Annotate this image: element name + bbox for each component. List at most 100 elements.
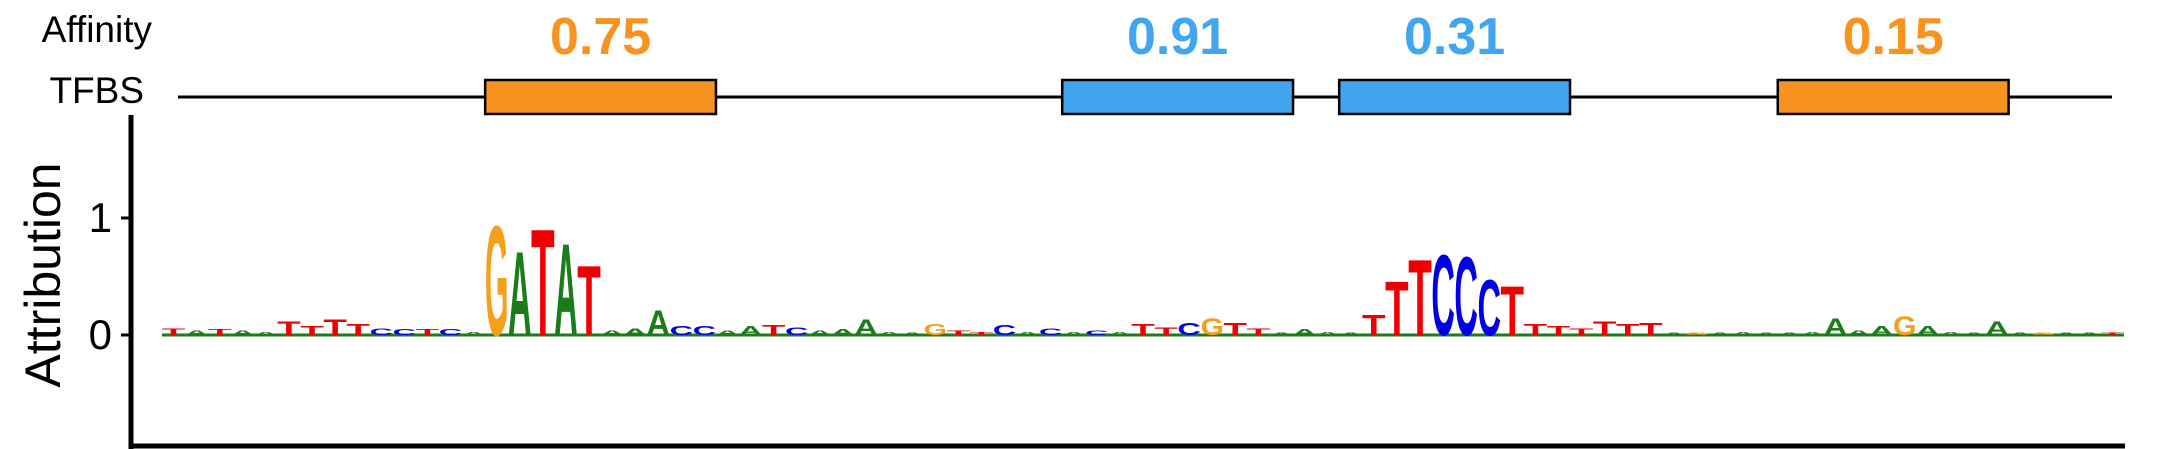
logo-letter-75: A: [1870, 324, 1894, 338]
logo-letter-37: C: [993, 322, 1017, 338]
logo-letter-82: G: [2031, 332, 2055, 336]
logo-letter-34: G: [923, 321, 947, 339]
logo-letter-3: T: [208, 328, 232, 337]
logo-letter-71: A: [1778, 332, 1802, 336]
affinity-label-4: 0.15: [1843, 8, 1944, 66]
logo-letter-39: C: [1039, 327, 1063, 338]
tfbs-box-2: [1060, 78, 1295, 116]
logo-letter-21: A: [623, 327, 647, 338]
logo-letter-54: T: [1385, 265, 1409, 351]
logo-letter-9: T: [346, 321, 370, 339]
logo-letter-67: G: [1685, 332, 1709, 336]
logo-letter-20: A: [600, 329, 624, 336]
logo-letter-72: A: [1801, 331, 1825, 336]
logo-letter-13: C: [439, 328, 463, 337]
logo-letter-74: A: [1847, 329, 1871, 336]
logo-letter-24: C: [693, 324, 717, 338]
logo-letter-11: C: [393, 328, 417, 337]
logo-letter-61: T: [1547, 324, 1571, 338]
logo-letter-57: C: [1454, 233, 1478, 359]
logo-letter-51: A: [1316, 331, 1340, 336]
y-axis-title: Attribution: [15, 162, 71, 387]
logo-letter-44: T: [1154, 325, 1178, 338]
logo-letter-23: C: [670, 324, 694, 338]
logo-letter-18: A: [554, 217, 578, 364]
logo-letter-53: T: [1362, 310, 1386, 342]
logo-letter-40: A: [1062, 331, 1086, 336]
logo-letter-78: A: [1939, 331, 1963, 336]
logo-letter-31: A: [854, 315, 878, 340]
logo-letter-50: A: [1293, 328, 1317, 337]
logo-letter-14: A: [462, 331, 486, 336]
logo-letter-68: A: [1708, 332, 1732, 336]
logo-letter-58: C: [1477, 263, 1501, 352]
logo-letter-56: C: [1431, 230, 1454, 359]
logo-letter-47: T: [1224, 320, 1248, 339]
logo-letter-84: A: [2078, 332, 2102, 336]
logo-letter-7: T: [300, 324, 324, 338]
logo-letter-6: T: [277, 318, 301, 339]
logo-letter-41: C: [1085, 329, 1109, 336]
tfbs-sites: 0.75 0.91 0.31 0.15: [483, 8, 2010, 116]
tfbs-row-label: TFBS: [49, 70, 144, 111]
logo-letter-45: C: [1177, 319, 1201, 339]
logo-letter-15: G: [485, 193, 509, 368]
logo-letter-30: A: [831, 328, 855, 337]
logo-letter-70: A: [1754, 332, 1778, 336]
logo-letter-76: G: [1893, 311, 1917, 341]
logo-letter-19: T: [577, 245, 601, 356]
logo-letter-63: T: [1593, 318, 1617, 339]
affinity-row-label: Affinity: [42, 9, 153, 50]
logo-letter-73: A: [1824, 314, 1848, 341]
logo-letter-60: T: [1524, 321, 1548, 339]
affinity-label-1: 0.75: [550, 8, 651, 66]
logo-letter-2: A: [185, 329, 209, 336]
logo-letter-69: A: [1731, 331, 1755, 336]
logo-letter-46: G: [1200, 313, 1224, 340]
tfbs-box-4: [1776, 78, 2010, 116]
logo-letter-10: C: [370, 327, 394, 338]
logo-letter-52: A: [1339, 332, 1363, 336]
logo-letter-22: A: [647, 304, 671, 343]
logo-letter-66: A: [1662, 332, 1686, 336]
logo-letter-17: T: [531, 197, 555, 368]
logo-letter-35: T: [947, 329, 971, 336]
logo-letter-29: A: [808, 329, 832, 336]
affinity-label-3: 0.31: [1404, 8, 1505, 66]
logo-letter-4: A: [231, 329, 255, 336]
logo-letter-48: T: [1247, 326, 1271, 337]
logo-letter-26: A: [739, 324, 763, 338]
logo-letter-80: A: [1985, 318, 2009, 340]
logo-letter-38: A: [1016, 331, 1040, 336]
logo-letter-43: T: [1131, 321, 1155, 339]
logo-letter-1: T: [162, 326, 186, 337]
affinity-label-2: 0.91: [1127, 8, 1228, 66]
logo-letter-77: A: [1916, 324, 1940, 338]
logo-letter-8: T: [323, 314, 347, 340]
logo-letter-32: A: [877, 331, 901, 336]
logo-letter-5: A: [254, 331, 278, 336]
tfbs-box-1: [483, 78, 718, 116]
y-tick-label-1: 1: [89, 194, 112, 241]
logo-letter-59: T: [1501, 273, 1525, 351]
logo-letter-64: T: [1616, 321, 1640, 339]
logo-letter-85: T: [2101, 332, 2125, 336]
logo-letter-12: T: [416, 328, 440, 337]
logo-letter-55: T: [1408, 238, 1432, 359]
logo-letter-28: C: [785, 325, 809, 337]
logo-letter-33: A: [900, 332, 924, 336]
logo-letter-83: A: [2055, 332, 2079, 336]
logo-letter-16: A: [508, 226, 532, 361]
logo-letter-79: A: [1962, 332, 1986, 336]
logo-letter-49: A: [1270, 332, 1294, 336]
logo-letter-65: T: [1639, 320, 1663, 339]
tfbs-box-3: [1337, 78, 1572, 116]
logo-letter-62: T: [1570, 326, 1594, 337]
y-tick-label-0: 0: [89, 311, 112, 358]
logo-letter-25: A: [716, 329, 740, 336]
logo-letter-27: T: [762, 323, 786, 339]
logo-letter-36: T: [970, 331, 994, 336]
logo-letter-42: A: [1108, 331, 1132, 336]
